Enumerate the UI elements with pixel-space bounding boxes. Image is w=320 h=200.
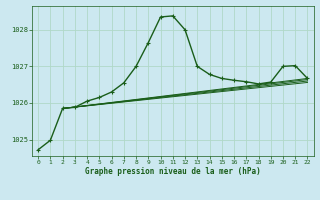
X-axis label: Graphe pression niveau de la mer (hPa): Graphe pression niveau de la mer (hPa) [85,167,261,176]
